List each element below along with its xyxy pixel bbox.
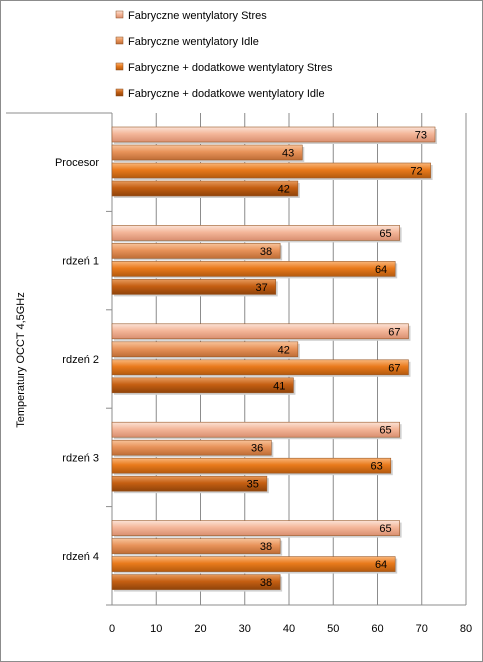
bar [111,520,400,536]
data-label: 38 [260,541,272,553]
data-label: 65 [379,523,391,535]
data-label: 64 [375,264,387,276]
category-label: rdzeń 1 [62,256,99,268]
data-label: 65 [379,425,391,437]
bar [111,538,281,554]
data-label: 72 [410,166,422,178]
category-label: rdzeń 3 [62,452,99,464]
bars: 73 43 72 42 65 38 64 37 67 42 67 41 65 36 63 35 65 38 64 38 [111,126,438,592]
data-label: 42 [278,344,290,356]
legend-label: Fabryczne wentylatory Idle [128,36,259,48]
category-label: Procesor [55,157,99,169]
bar [111,126,436,143]
legend-label: Fabryczne + dodatkowe wentylatory Stres [128,62,333,74]
data-label: 38 [260,577,272,589]
bar [111,279,277,295]
data-label: 63 [371,461,383,473]
category-label: rdzeń 4 [62,551,99,563]
data-label: 42 [278,184,290,196]
legend-swatch [115,10,124,19]
data-label: 67 [388,362,400,374]
bar [111,162,431,179]
bar [111,180,299,197]
legend: Fabryczne wentylatory Stres Fabryczne wen… [115,10,333,100]
data-label: 67 [388,326,400,338]
legend-swatch [115,88,124,97]
bar [111,574,281,590]
x-tick-label: 60 [371,623,383,635]
data-label: 35 [247,479,259,491]
bar [111,556,396,572]
category-labels: Procesor rdzeń 1 rdzeń 2 rdzeń 3 rdzeń 4 [55,157,99,563]
legend-label: Fabryczne wentylatory Stres [128,10,267,22]
data-label: 64 [375,559,387,571]
data-label: 43 [282,148,294,160]
bar [111,261,396,277]
bar [111,475,268,492]
x-tick-label: 70 [416,623,428,635]
bar [111,341,299,358]
x-tick-label: 0 [109,623,115,635]
data-label: 36 [251,443,263,455]
data-label: 37 [255,282,267,294]
bar [111,421,400,438]
category-label: rdzeń 2 [62,354,99,366]
x-tick-label: 80 [460,623,472,635]
y-axis-label: Temperatury OCCT 4,5GHz [15,292,27,428]
x-tick-label: 10 [150,623,162,635]
data-label: 65 [379,228,391,240]
x-tick-label: 40 [283,623,295,635]
bar [111,359,409,376]
data-label: 41 [273,380,285,392]
x-tick-label: 50 [327,623,339,635]
x-tick-labels: 0 10 20 30 40 50 60 70 80 [109,623,472,635]
legend-label: Fabryczne + dodatkowe wentylatory Idle [128,88,325,100]
bar [111,323,409,340]
data-label: 73 [415,130,427,142]
data-label: 38 [260,246,272,258]
x-tick-label: 20 [194,623,206,635]
legend-swatch [115,36,124,45]
bar [111,439,272,456]
legend-swatch [115,62,124,71]
category-ticks [106,112,112,606]
x-tick-label: 30 [239,623,251,635]
bar [111,457,392,474]
bar [111,225,400,241]
bar [111,144,303,161]
bar [111,377,294,394]
bar [111,243,281,259]
